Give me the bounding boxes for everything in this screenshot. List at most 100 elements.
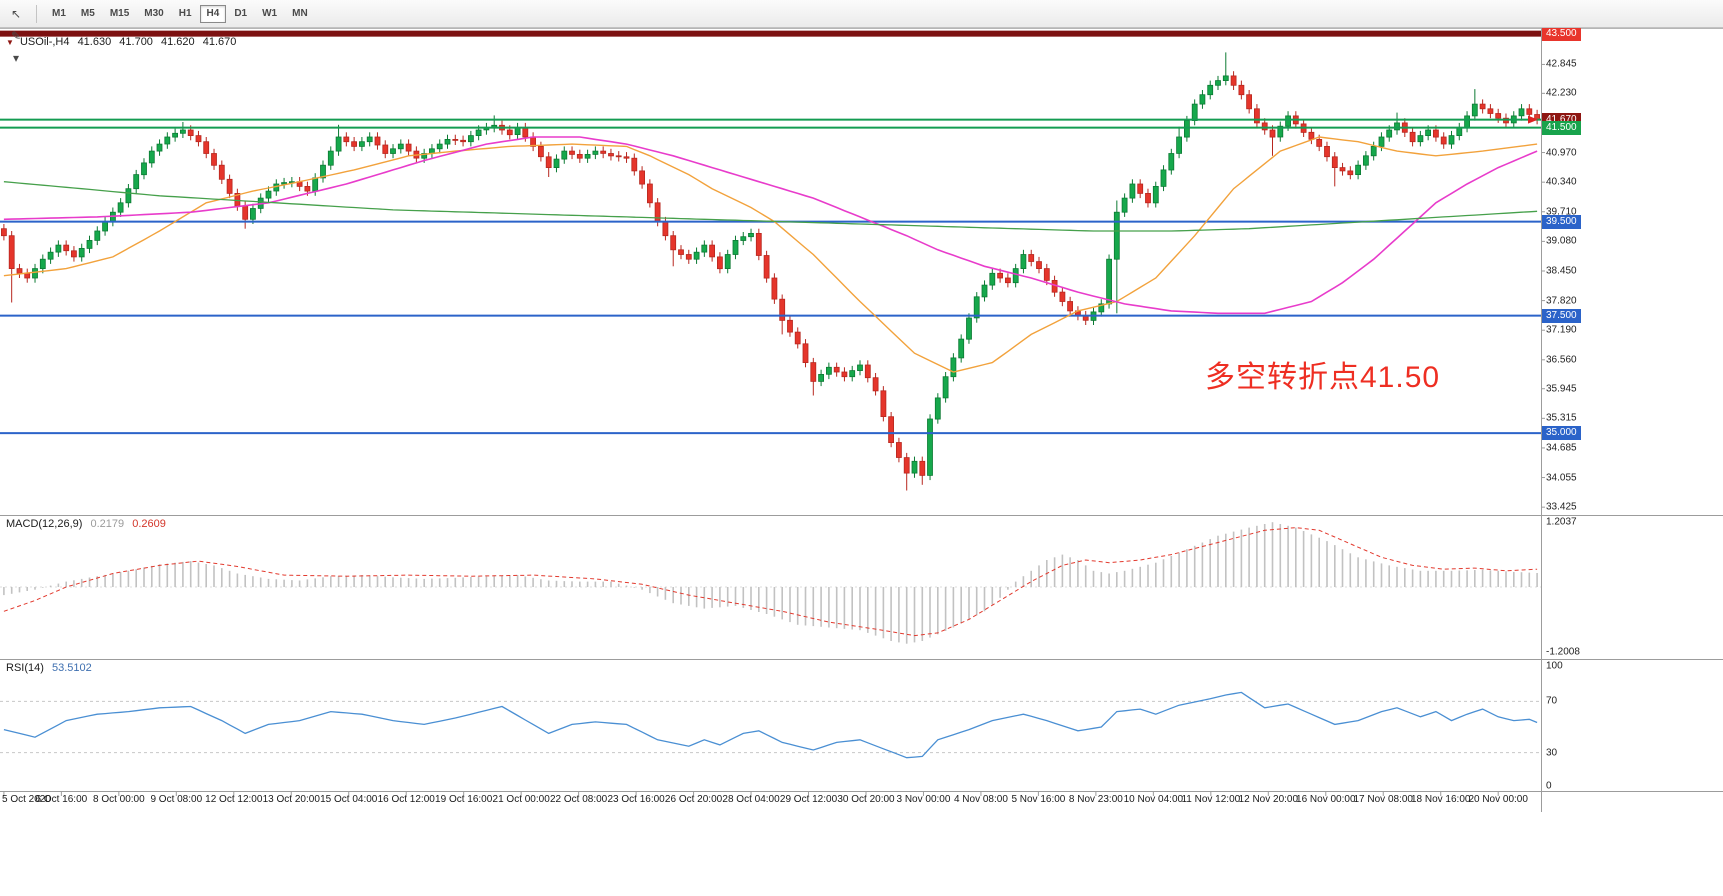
macd-hist-bar bbox=[18, 587, 21, 593]
timeframe-button-d1[interactable]: D1 bbox=[234, 8, 248, 19]
candle-body bbox=[709, 244, 715, 258]
timeframe-button-h1[interactable]: H1 bbox=[178, 8, 192, 19]
macd-hist-bar bbox=[804, 587, 807, 626]
candle-body bbox=[1082, 315, 1089, 321]
macd-hist-bar bbox=[205, 564, 207, 587]
chart-mark-icon: ▼ bbox=[6, 38, 14, 47]
candle-body bbox=[1386, 129, 1393, 138]
macd-hist-bar bbox=[1427, 570, 1429, 587]
macd-hist-bar bbox=[34, 587, 36, 590]
rsi-value: 53.5102 bbox=[51, 662, 92, 674]
timeframe-button-w1[interactable]: W1 bbox=[262, 8, 278, 19]
macd-hist-bar bbox=[470, 577, 472, 587]
price-tick-label: 39.080 bbox=[1546, 235, 1577, 247]
candle-body bbox=[888, 416, 894, 444]
draw-tools-icon[interactable]: ✎ bbox=[10, 28, 22, 43]
macd-hist-bar bbox=[789, 587, 791, 623]
candle-body bbox=[1028, 254, 1035, 262]
rsi-tick-label: 30 bbox=[1546, 747, 1558, 759]
macd-hist-bar bbox=[1116, 572, 1118, 587]
macd-hist-bar bbox=[392, 577, 394, 587]
macd-hist-bar bbox=[1108, 573, 1110, 587]
macd-hist-bar bbox=[189, 561, 192, 587]
hline-375[interactable] bbox=[0, 314, 1541, 317]
macd-name: MACD(12,26,9) bbox=[6, 518, 83, 530]
candle-body bbox=[94, 230, 101, 241]
candle-body bbox=[1471, 103, 1478, 117]
timeframe-button-m15[interactable]: M15 bbox=[109, 8, 130, 19]
macd-hist-bar bbox=[384, 576, 386, 587]
time-tick-label: 28 Oct 04:00 bbox=[722, 794, 780, 805]
macd-hist-bar bbox=[1302, 531, 1305, 587]
macd-hist-bar bbox=[158, 564, 161, 587]
macd-rsi-panel-divider[interactable] bbox=[0, 658, 1723, 662]
macd-hist-bar bbox=[1217, 535, 1219, 587]
macd-hist-bar bbox=[610, 581, 612, 587]
candle-body bbox=[195, 135, 202, 143]
macd-hist-bar bbox=[1193, 545, 1196, 587]
macd-hist-bar bbox=[1092, 570, 1095, 587]
timeframe-button-mn[interactable]: MN bbox=[292, 8, 308, 19]
macd-hist-bar bbox=[407, 578, 410, 587]
dropdown-arrow-icon[interactable]: ▾ bbox=[12, 50, 20, 65]
macd-hist-bar bbox=[431, 578, 433, 587]
cursor-tool-icon[interactable]: ↖ bbox=[10, 6, 22, 21]
candle-body bbox=[397, 143, 404, 150]
ma-magenta-line bbox=[3, 136, 1538, 315]
macd-hist-bar bbox=[501, 575, 503, 587]
macd-hist-bar bbox=[462, 577, 464, 587]
time-tick-label: 5 Oct 2020 bbox=[2, 794, 51, 805]
macd-hist-bar bbox=[345, 575, 348, 587]
candle-body bbox=[1106, 258, 1112, 305]
candle-body bbox=[1409, 131, 1416, 143]
macd-hist-bar bbox=[376, 576, 379, 587]
timeframe-button-m1[interactable]: M1 bbox=[52, 8, 66, 19]
hline-395[interactable] bbox=[0, 220, 1541, 223]
macd-hist-bar bbox=[400, 577, 402, 587]
time-tick-label: 21 Oct 00:00 bbox=[492, 794, 550, 805]
macd-hist-bar bbox=[259, 577, 262, 587]
macd-hist-bar bbox=[1256, 525, 1258, 587]
candle-body bbox=[467, 135, 474, 143]
macd-hist-bar bbox=[1271, 522, 1274, 587]
macd-hist-bar bbox=[322, 577, 324, 587]
macd-signal-value: 0.2609 bbox=[132, 518, 166, 530]
macd-hist-bar bbox=[244, 574, 246, 587]
timeframe-button-m30[interactable]: M30 bbox=[144, 8, 164, 19]
candle-body bbox=[1145, 192, 1151, 204]
time-tick-label: 26 Oct 20:00 bbox=[664, 794, 723, 805]
macd-hist-bar bbox=[415, 578, 418, 587]
hline-35[interactable] bbox=[0, 432, 1541, 435]
hline-415[interactable] bbox=[0, 126, 1541, 129]
time-tick-label: 22 Oct 08:00 bbox=[549, 794, 608, 805]
ohlc-high: 41.700 bbox=[119, 36, 153, 48]
macd-hist-bar bbox=[1357, 557, 1359, 587]
price-macd-panel-divider[interactable] bbox=[0, 514, 1723, 518]
timeframe-button-h4[interactable]: H4 bbox=[199, 4, 227, 23]
macd-hist-bar bbox=[446, 578, 449, 587]
candle-body bbox=[522, 127, 529, 138]
tool-icons-group: ▤A↖✎▾ bbox=[4, 0, 28, 69]
candle-body bbox=[1277, 125, 1284, 138]
macd-hist-bar bbox=[579, 581, 581, 587]
macd-hist-bar bbox=[765, 587, 768, 614]
chart-text-annotation[interactable]: 多空转折点41.50 bbox=[1205, 361, 1441, 394]
macd-hist-bar bbox=[485, 576, 488, 587]
macd-hist-bar bbox=[952, 587, 955, 628]
time-tick-label: 3 Nov 00:00 bbox=[896, 794, 951, 805]
candle-body bbox=[1176, 136, 1182, 154]
hline-4167[interactable] bbox=[0, 118, 1541, 121]
candle-body bbox=[1129, 183, 1136, 199]
time-tick-label: 19 Oct 16:00 bbox=[435, 794, 493, 805]
candle-body bbox=[981, 284, 988, 298]
timeframe-button-m5[interactable]: M5 bbox=[80, 8, 95, 19]
macd-hist-bar bbox=[454, 577, 457, 587]
macd-hist-bar bbox=[867, 587, 869, 633]
candle-body bbox=[343, 136, 350, 143]
candle-body bbox=[1246, 94, 1252, 110]
candle-body bbox=[249, 208, 256, 220]
rsi-tick-label: 0 bbox=[1546, 780, 1552, 792]
candle-body bbox=[693, 251, 700, 260]
